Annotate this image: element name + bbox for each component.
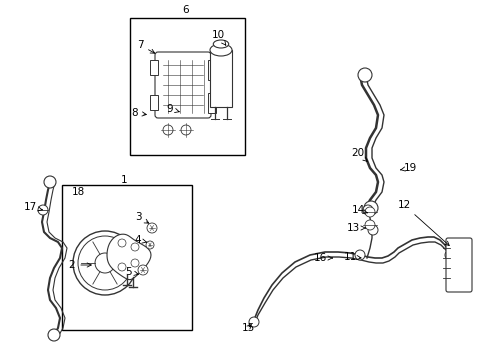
Circle shape: [95, 253, 115, 273]
Text: 19: 19: [400, 163, 416, 173]
Circle shape: [367, 225, 377, 235]
Polygon shape: [150, 95, 158, 110]
Circle shape: [138, 265, 148, 275]
Polygon shape: [207, 93, 216, 113]
Text: 4: 4: [134, 235, 146, 245]
Circle shape: [354, 250, 364, 260]
Circle shape: [73, 231, 137, 295]
Circle shape: [364, 220, 374, 230]
Circle shape: [364, 207, 374, 217]
Circle shape: [444, 250, 454, 260]
Bar: [130, 18, 244, 155]
Ellipse shape: [213, 40, 228, 48]
Circle shape: [146, 241, 154, 249]
Text: 16: 16: [313, 253, 332, 263]
Polygon shape: [107, 234, 151, 280]
Circle shape: [38, 205, 48, 215]
Bar: [209, 50, 231, 107]
Text: 11: 11: [343, 252, 360, 262]
Circle shape: [131, 243, 139, 251]
Circle shape: [357, 68, 371, 82]
Text: 2: 2: [68, 260, 91, 270]
Circle shape: [44, 176, 56, 188]
Text: 13: 13: [346, 223, 365, 233]
Text: 15: 15: [241, 323, 254, 333]
Text: 18: 18: [71, 187, 84, 197]
Text: 8: 8: [131, 108, 146, 118]
Text: 6: 6: [183, 5, 189, 15]
Circle shape: [363, 201, 377, 215]
Polygon shape: [150, 60, 158, 75]
Ellipse shape: [209, 44, 231, 56]
Circle shape: [181, 125, 191, 135]
Text: 5: 5: [124, 267, 138, 277]
FancyBboxPatch shape: [155, 52, 210, 118]
Circle shape: [248, 317, 259, 327]
Text: 17: 17: [23, 202, 42, 212]
Text: 1: 1: [121, 175, 127, 185]
Bar: [62, 185, 192, 330]
Circle shape: [118, 239, 126, 247]
Circle shape: [48, 329, 60, 341]
Circle shape: [118, 263, 126, 271]
Text: 10: 10: [211, 30, 225, 45]
Text: 14: 14: [351, 205, 367, 215]
Text: 3: 3: [134, 212, 148, 223]
Text: 9: 9: [166, 104, 179, 114]
FancyBboxPatch shape: [445, 238, 471, 292]
Circle shape: [163, 125, 173, 135]
Text: 12: 12: [397, 200, 448, 246]
Circle shape: [131, 259, 139, 267]
Polygon shape: [207, 60, 216, 80]
Circle shape: [78, 236, 132, 290]
Circle shape: [147, 223, 157, 233]
Text: 7: 7: [137, 40, 154, 53]
Text: 20: 20: [351, 148, 366, 161]
Circle shape: [362, 205, 372, 215]
